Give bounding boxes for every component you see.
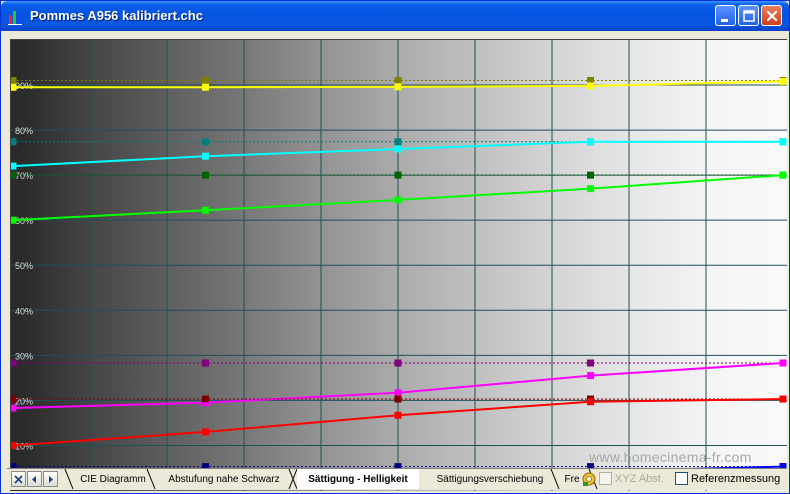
tab-saturation-luminance[interactable]: Sättigung - Helligkeit xyxy=(297,469,419,489)
data-point xyxy=(394,411,402,419)
settings-icon[interactable] xyxy=(581,471,597,487)
reference-marker xyxy=(202,359,209,367)
reference-marker xyxy=(587,463,594,471)
reference-marker xyxy=(202,395,209,403)
tab-cie-diagram[interactable]: CIE Diagramm xyxy=(73,469,153,489)
data-point xyxy=(587,82,594,90)
close-x-icon xyxy=(14,475,23,484)
reference-measurement-label: Referenzmessung xyxy=(691,473,781,485)
data-point xyxy=(202,206,209,214)
watermark: www.homecinema-fr.com xyxy=(589,449,752,465)
data-point xyxy=(779,171,787,179)
data-point xyxy=(11,162,17,170)
tab-label: CIE Diagramm xyxy=(80,473,146,485)
data-point xyxy=(11,441,17,449)
tab-saturation-shift[interactable]: Sättigungsverschiebung xyxy=(425,469,555,489)
data-point xyxy=(202,399,209,407)
reference-marker xyxy=(394,395,402,403)
data-point xyxy=(202,428,209,436)
data-point xyxy=(779,138,787,146)
close-button[interactable] xyxy=(761,5,782,26)
reference-marker xyxy=(394,77,402,85)
reference-marker xyxy=(11,395,17,403)
saturation-luminance-chart: 10%20%30%40%50%60%70%80%90%10% Sat20% Sa… xyxy=(10,39,787,491)
data-point xyxy=(394,145,402,153)
reference-marker xyxy=(11,77,17,85)
data-point xyxy=(11,216,17,224)
tab-label: Fre xyxy=(564,473,580,485)
y-tick-label: 10% xyxy=(15,441,33,451)
data-point xyxy=(587,372,594,380)
data-point xyxy=(779,463,787,471)
reference-marker xyxy=(202,171,209,179)
close-sheet-button[interactable] xyxy=(11,471,26,487)
arrow-left-icon xyxy=(32,476,36,483)
data-point xyxy=(587,138,594,146)
chart-canvas: 10%20%30%40%50%60%70%80%90%10% Sat20% Sa… xyxy=(11,40,787,491)
data-point xyxy=(394,196,402,204)
data-point xyxy=(587,185,594,193)
tab-truncated[interactable]: Fre xyxy=(561,469,583,489)
reference-marker xyxy=(394,463,402,471)
maximize-button[interactable] xyxy=(738,5,759,26)
tab-label: Sättigungsverschiebung xyxy=(436,473,544,485)
title-bar[interactable]: Pommes A956 kalibriert.chc xyxy=(1,1,789,31)
y-tick-label: 40% xyxy=(15,306,33,316)
minimize-icon xyxy=(721,19,728,22)
data-point xyxy=(202,83,209,91)
reference-marker xyxy=(202,138,209,146)
xyz-distance-label: XYZ Abst. xyxy=(615,473,664,485)
y-tick-label: 60% xyxy=(15,216,33,226)
data-point xyxy=(11,83,17,91)
y-tick-label: 50% xyxy=(15,261,33,271)
client-area: 10%20%30%40%50%60%70%80%90%10% Sat20% Sa… xyxy=(5,31,787,491)
window-title: Pommes A956 kalibriert.chc xyxy=(30,8,203,23)
tab-label: Sättigung - Helligkeit xyxy=(308,473,408,485)
reference-marker xyxy=(202,463,209,471)
reference-marker xyxy=(11,138,17,146)
reference-marker xyxy=(587,171,594,179)
y-tick-label: 20% xyxy=(15,396,33,406)
sheet-tab-bar: CIE Diagramm Abstufung nahe Schwarz Sätt… xyxy=(7,468,787,490)
data-point xyxy=(11,404,17,412)
reference-marker xyxy=(587,359,594,367)
reference-marker xyxy=(587,77,594,85)
y-tick-label: 90% xyxy=(15,81,33,91)
data-point xyxy=(202,152,209,160)
reference-measurement-checkbox[interactable] xyxy=(675,472,688,485)
close-icon xyxy=(766,10,778,22)
y-tick-label: 80% xyxy=(15,126,33,136)
data-point xyxy=(779,395,787,403)
reference-marker xyxy=(11,359,17,367)
y-tick-label: 30% xyxy=(15,351,33,361)
data-point xyxy=(587,398,594,406)
data-point xyxy=(779,359,787,367)
arrow-right-icon xyxy=(49,476,53,483)
reference-marker xyxy=(394,138,402,146)
minimize-button[interactable] xyxy=(715,5,736,26)
y-tick-label: 70% xyxy=(15,171,33,181)
data-point xyxy=(394,389,402,397)
chart-app-icon xyxy=(8,11,22,25)
data-point xyxy=(779,77,787,85)
data-point xyxy=(394,83,402,91)
reference-marker xyxy=(11,463,17,471)
tab-next-button[interactable] xyxy=(43,471,58,487)
reference-marker xyxy=(394,359,402,367)
tab-prev-button[interactable] xyxy=(27,471,42,487)
reference-marker xyxy=(11,171,17,179)
xyz-distance-checkbox[interactable] xyxy=(599,472,612,485)
reference-marker xyxy=(394,171,402,179)
reference-marker xyxy=(202,77,209,85)
tab-near-black[interactable]: Abstufung nahe Schwarz xyxy=(157,469,291,489)
maximize-icon xyxy=(743,10,755,22)
tab-label: Abstufung nahe Schwarz xyxy=(168,473,280,485)
